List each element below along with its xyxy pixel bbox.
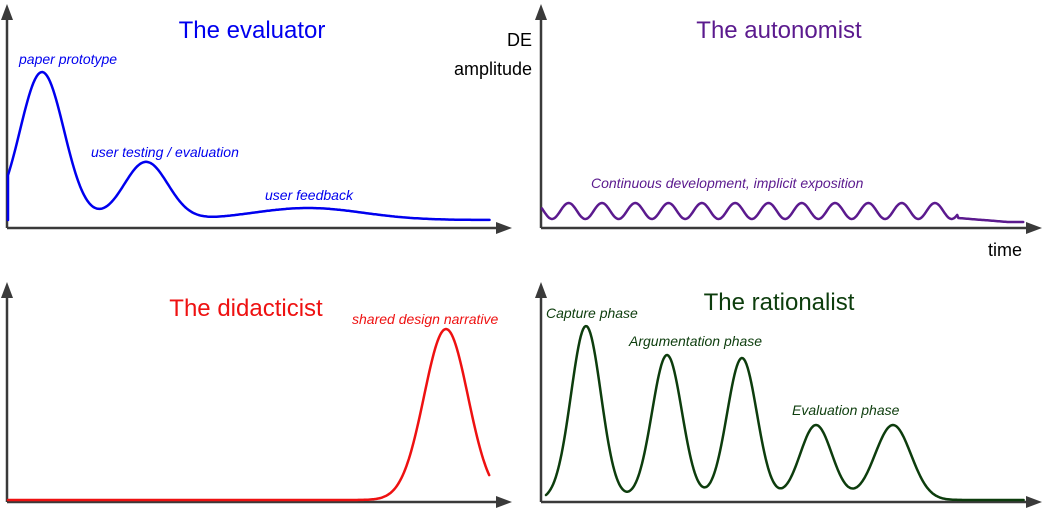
y-axis-label-amplitude: amplitude [454,59,532,79]
panel-evaluator: The evaluator paper prototype user testi… [1,4,512,234]
rationalist-curve [544,324,1025,502]
x-axis-arrow [496,222,512,234]
annotation-shared-design-narrative: shared design narrative [352,311,499,327]
rationalist-title: The rationalist [704,289,855,316]
y-axis-arrow [535,282,547,298]
y-axis-arrow [1,4,13,20]
x-axis-label-time: time [988,240,1022,260]
didacticist-title: The didacticist [169,295,323,322]
annotation-evaluation-phase: Evaluation phase [792,402,900,418]
annotation-paper-prototype: paper prototype [18,51,117,67]
annotation-capture-phase: Capture phase [546,305,638,321]
annotation-user-feedback: user feedback [265,187,354,203]
annotation-argumentation-phase: Argumentation phase [628,333,762,349]
evaluator-curve [6,70,491,222]
evaluator-title: The evaluator [179,17,326,44]
y-axis-arrow [535,4,547,20]
annotation-continuous-development: Continuous development, implicit exposit… [591,175,864,191]
panel-rationalist: The rationalist Capture phase Argumentat… [535,282,1042,508]
autonomist-title: The autonomist [696,17,862,44]
y-axis-label-de: DE [507,30,532,50]
x-axis-arrow [496,496,512,508]
x-axis-arrow [1026,496,1042,508]
autonomist-curve [540,201,1025,224]
panel-didacticist: The didacticist shared design narrative [1,282,512,508]
annotation-user-testing: user testing / evaluation [91,144,239,160]
y-axis-arrow [1,282,13,298]
didacticist-curve [6,327,491,502]
x-axis-arrow [1026,222,1042,234]
panel-autonomist: The autonomist Continuous development, i… [454,4,1042,260]
